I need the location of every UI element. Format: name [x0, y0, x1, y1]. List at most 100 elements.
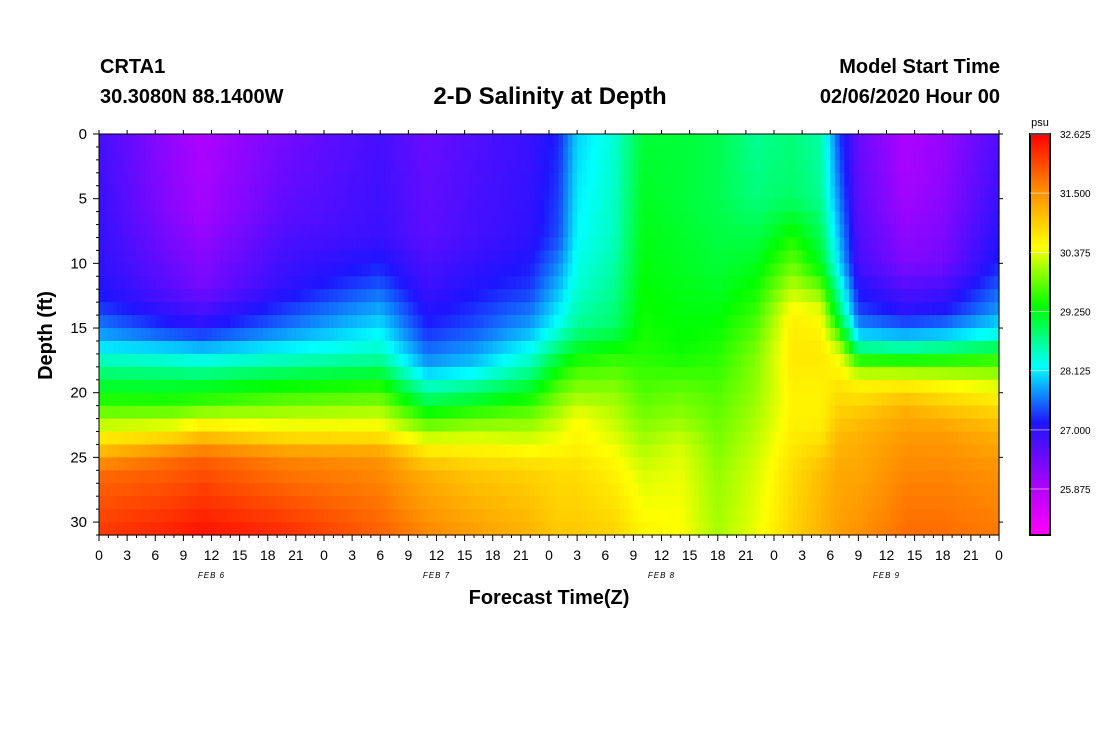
heat-cell — [830, 224, 836, 239]
heat-cell — [853, 146, 859, 161]
heat-cell — [347, 405, 353, 420]
heat-cell — [680, 366, 686, 381]
heat-cell — [258, 418, 264, 433]
heat-cell — [267, 457, 274, 471]
heat-cell — [834, 353, 841, 368]
heat-cell — [384, 211, 391, 226]
heat-cell — [347, 509, 353, 523]
heat-cell — [342, 405, 349, 420]
heat-cell — [670, 418, 677, 433]
heat-cell — [694, 172, 700, 187]
heat-cell — [127, 405, 133, 420]
heat-cell — [459, 315, 466, 329]
heat-cell — [577, 302, 583, 316]
heat-cell — [497, 134, 503, 148]
heat-cell — [628, 237, 634, 252]
heat-cell — [183, 159, 189, 174]
heat-cell — [478, 405, 484, 420]
heat-cell — [431, 353, 438, 368]
heat-cell — [553, 366, 559, 381]
heat-cell — [197, 366, 203, 381]
heat-cell — [384, 328, 391, 342]
heat-cell — [263, 134, 269, 148]
heat-cell — [520, 379, 527, 394]
heat-cell — [708, 159, 714, 174]
heat-cell — [225, 457, 231, 471]
heat-cell — [684, 224, 691, 239]
heat-cell — [103, 366, 109, 381]
heat-cell — [211, 276, 217, 290]
heat-cell — [774, 315, 780, 329]
heat-cell — [127, 418, 133, 433]
heat-cell — [319, 405, 325, 420]
heat-cell — [647, 353, 653, 368]
heat-cell — [206, 172, 213, 187]
heat-cell — [347, 483, 353, 497]
heat-cell — [619, 457, 625, 471]
heat-cell — [188, 263, 194, 277]
heat-cell — [239, 224, 245, 239]
heat-cell — [483, 276, 489, 290]
heat-cell — [834, 146, 841, 161]
heat-cell — [600, 522, 606, 536]
heat-cell — [506, 185, 513, 200]
heat-cell — [572, 522, 578, 536]
heat-cell — [525, 159, 531, 174]
heat-cell — [652, 224, 658, 239]
heat-cell — [581, 224, 588, 239]
heat-cell — [647, 392, 653, 407]
heat-cell — [459, 379, 466, 394]
heat-cell — [150, 263, 156, 277]
heat-cell — [99, 509, 105, 523]
heat-cell — [797, 457, 803, 471]
heat-cell — [844, 457, 850, 471]
heat-cell — [267, 276, 274, 290]
heat-cell — [286, 457, 292, 471]
heat-cell — [347, 146, 353, 161]
heat-cell — [642, 405, 649, 420]
heat-cell — [108, 198, 114, 213]
heat-cell — [680, 328, 686, 342]
heat-cell — [117, 509, 124, 523]
heat-cell — [389, 431, 395, 446]
heat-cell — [652, 457, 658, 471]
heat-cell — [342, 315, 349, 329]
heat-cell — [764, 379, 770, 394]
heat-cell — [516, 379, 522, 394]
heat-cell — [600, 470, 606, 484]
heat-cell — [253, 405, 259, 420]
heat-cell — [127, 457, 133, 471]
heat-cell — [492, 509, 499, 523]
heat-cell — [220, 444, 227, 458]
heat-cell — [647, 302, 653, 316]
heat-cell — [675, 159, 681, 174]
heat-cell — [736, 470, 742, 484]
heat-cell — [178, 211, 184, 226]
heat-cell — [291, 172, 297, 187]
heat-cell — [417, 250, 424, 264]
heat-cell — [675, 315, 681, 329]
heat-cell — [356, 172, 363, 187]
heat-cell — [389, 159, 395, 174]
heat-cell — [338, 211, 344, 226]
heat-cell — [488, 172, 494, 187]
heat-cell — [459, 470, 466, 484]
heat-cell — [117, 392, 124, 407]
heat-cell — [183, 172, 189, 187]
heat-cell — [239, 405, 245, 420]
heat-cell — [136, 522, 142, 536]
heat-cell — [352, 379, 358, 394]
heat-cell — [788, 405, 794, 420]
heat-cell — [788, 146, 794, 161]
heat-cell — [595, 379, 602, 394]
heat-cell — [478, 198, 484, 213]
heat-cell — [464, 405, 470, 420]
heat-cell — [267, 198, 274, 213]
heat-cell — [99, 276, 105, 290]
heat-cell — [609, 185, 616, 200]
heat-cell — [806, 134, 813, 148]
heat-cell — [408, 418, 414, 433]
heat-cell — [792, 509, 799, 523]
heat-cell — [459, 250, 466, 264]
heat-cell — [797, 211, 803, 226]
